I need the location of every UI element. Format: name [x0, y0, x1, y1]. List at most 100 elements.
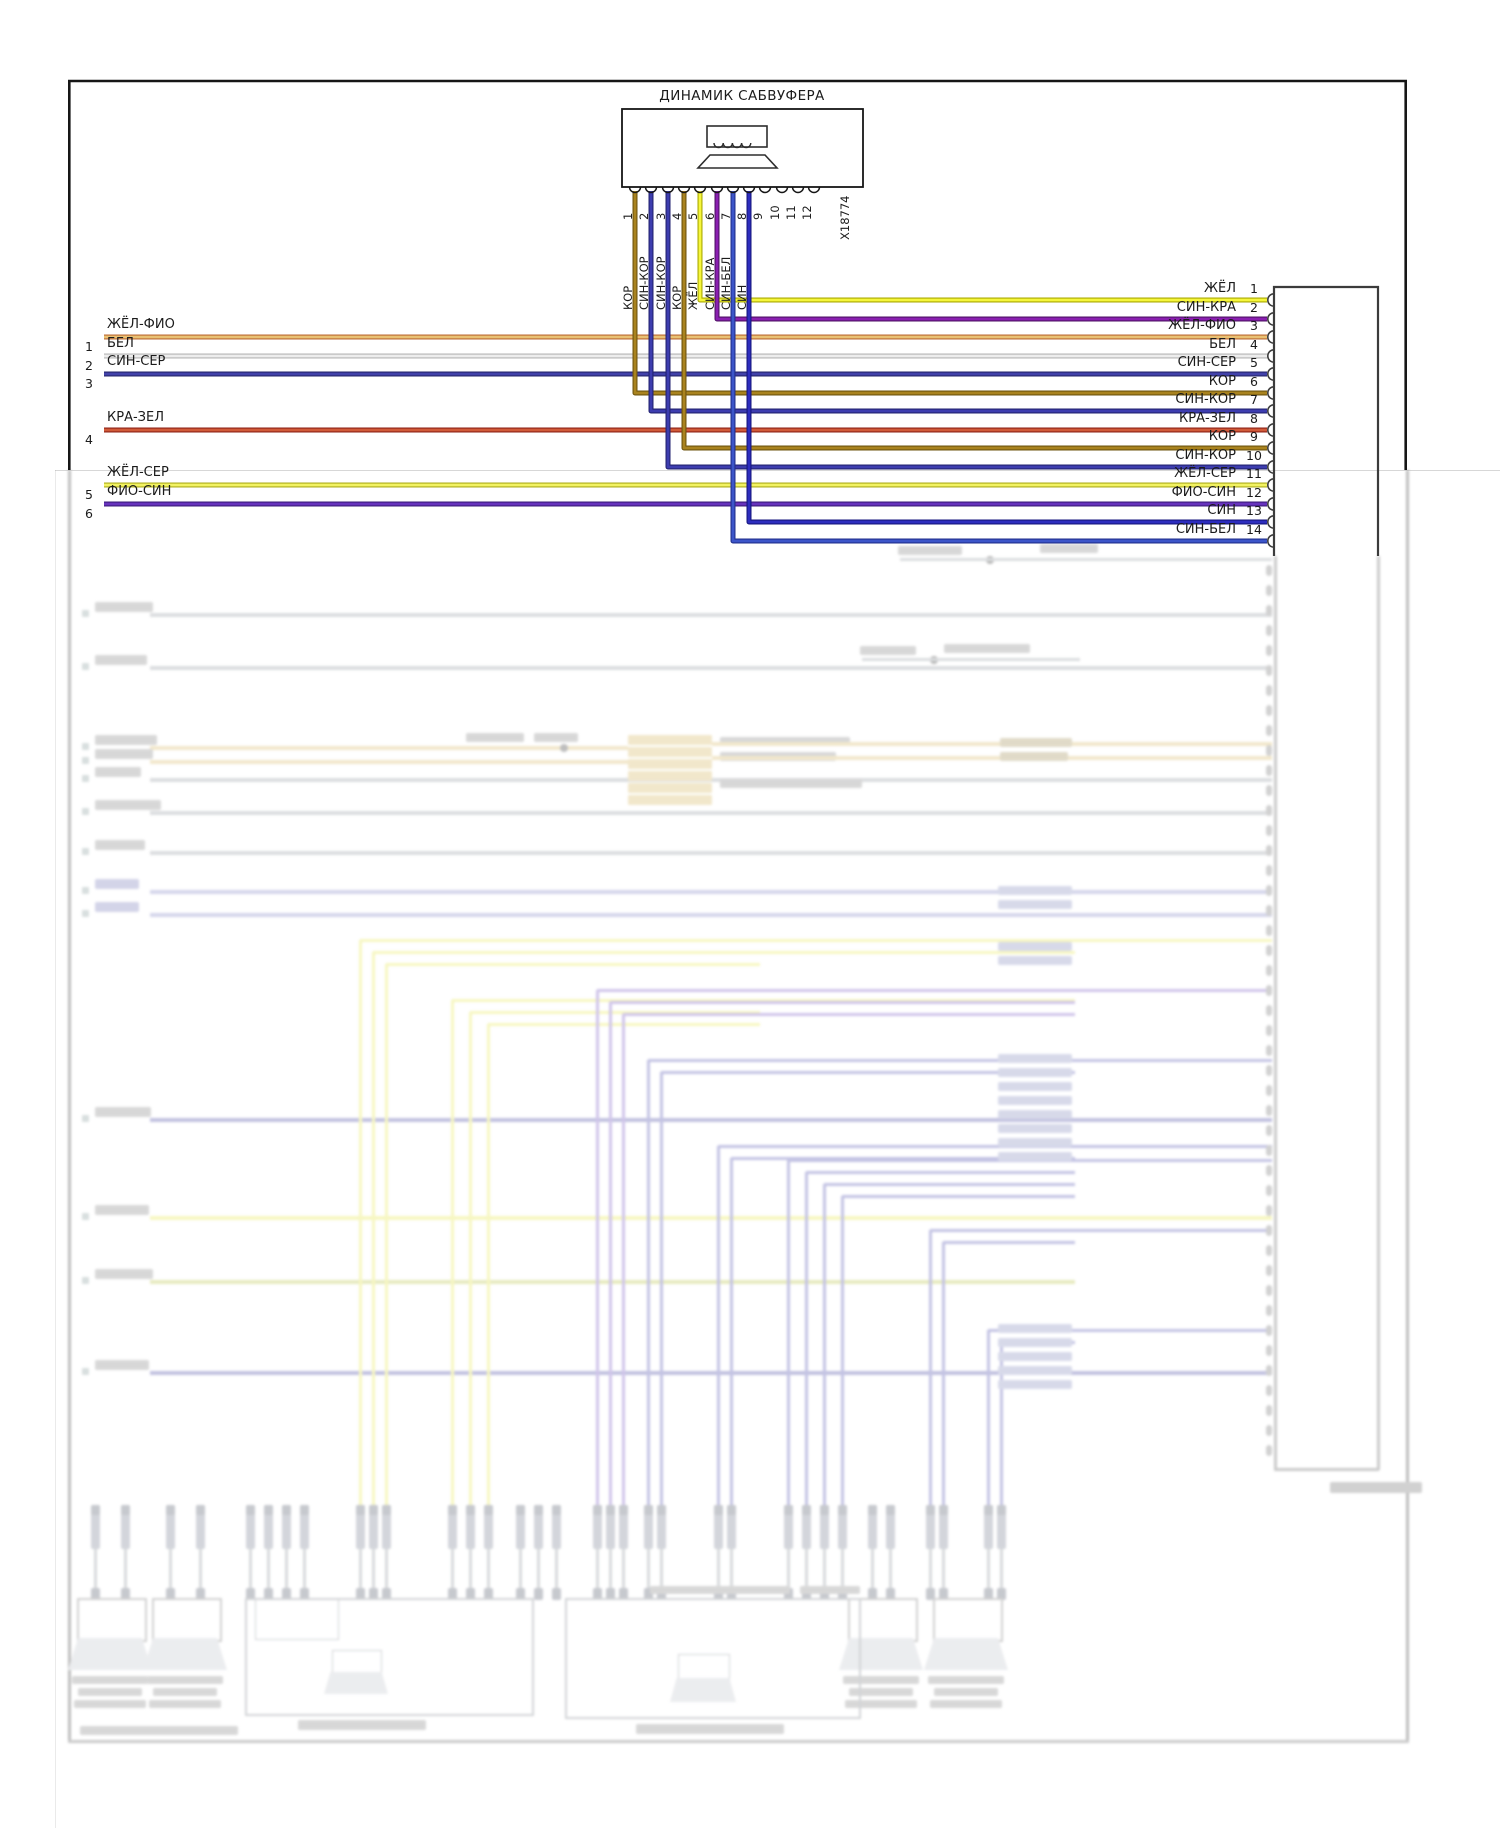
subwoofer-pin-number: 11 — [784, 205, 798, 220]
faded-device-icon-cone — [670, 1678, 736, 1702]
faded-label-blob — [1000, 752, 1068, 761]
faded-page-border-bottom — [68, 1740, 1409, 1743]
subwoofer-pin-number: 6 — [703, 213, 717, 220]
faded-wire-label-blob — [95, 1205, 149, 1215]
faded-connector-cap — [534, 1588, 543, 1600]
faded-pin-arc — [1266, 1445, 1272, 1456]
faded-wire-stub — [93, 1549, 97, 1591]
faded-wire — [150, 666, 1272, 670]
faded-label-blob — [849, 1688, 913, 1696]
faded-number-blob — [82, 775, 89, 782]
faded-connector-cap — [886, 1588, 895, 1600]
faded-label-blob — [650, 1586, 790, 1594]
faded-label-blob — [998, 1152, 1072, 1161]
faded-connector-cap — [300, 1588, 309, 1600]
faded-wire-vertical — [986, 1330, 990, 1505]
faded-wire — [900, 558, 1272, 561]
faded-label-blob — [153, 1688, 217, 1696]
faded-pin-arc — [1266, 1125, 1272, 1136]
faded-splice-bar — [714, 1505, 723, 1549]
faded-wire-label-blob — [95, 840, 145, 850]
subwoofer-wire-color-label: КОР — [621, 286, 635, 310]
faded-junction-dot — [986, 556, 994, 564]
faded-speaker-box — [152, 1598, 222, 1642]
faded-pin-arc — [1266, 1245, 1272, 1256]
faded-splice-cap — [886, 1505, 895, 1515]
faded-wire-vertical — [716, 1146, 720, 1505]
faded-splice-cap — [356, 1505, 365, 1515]
subwoofer-pin-arc — [628, 186, 642, 194]
faded-connector-cap — [820, 1588, 829, 1600]
faded-pin-arc — [1266, 1205, 1272, 1216]
faded-label-blob — [1040, 544, 1098, 553]
subwoofer-wire-color-label: СИН-КРА — [703, 257, 717, 310]
subwoofer-pin-number: 3 — [654, 213, 668, 220]
subwoofer-pin-arc — [742, 186, 756, 194]
faded-wire — [842, 1194, 1075, 1198]
faded-device-box — [245, 1598, 534, 1716]
faded-wire — [150, 1118, 1272, 1122]
faded-connector-cap — [593, 1588, 602, 1600]
connector-pin-arc — [1267, 330, 1275, 344]
subwoofer-pin-arc — [644, 186, 658, 194]
faded-splice-cap — [868, 1505, 877, 1515]
faded-pin-arc — [1266, 1405, 1272, 1416]
faded-label-blob — [998, 1054, 1072, 1063]
faded-wire-vertical — [450, 1000, 454, 1505]
faded-splice-cap — [264, 1505, 273, 1515]
faded-splice-cap — [246, 1505, 255, 1515]
faded-splice-bar — [784, 1505, 793, 1549]
faded-connector-bottom — [1274, 1468, 1379, 1471]
faded-pin-arc — [1266, 845, 1272, 856]
faded-connector-cap — [382, 1588, 391, 1600]
faded-pin-arc — [1266, 745, 1272, 756]
subwoofer-pin-arc — [726, 186, 740, 194]
faded-splice-bar — [619, 1505, 628, 1549]
subwoofer-pin-number: 9 — [751, 213, 765, 220]
faded-number-blob — [82, 1368, 89, 1375]
faded-label-blob — [147, 1676, 223, 1684]
faded-label-blob — [998, 1380, 1072, 1389]
faded-splice-cap — [196, 1505, 205, 1515]
faded-label-blob — [466, 733, 524, 742]
faded-connector-cap — [484, 1588, 493, 1600]
subwoofer-box — [621, 108, 864, 188]
faded-wire — [150, 746, 628, 750]
faded-splice-bar — [121, 1505, 130, 1549]
faded-wire — [150, 851, 1272, 855]
faded-wire — [150, 1280, 1075, 1284]
faded-label-blob — [998, 956, 1072, 965]
faded-wire-stub — [554, 1549, 558, 1591]
faded-wire — [488, 1022, 760, 1026]
subwoofer-wire-color-label: СИН-КОР — [654, 256, 668, 310]
speaker-icon-coil — [713, 142, 752, 149]
faded-wire — [988, 1328, 1272, 1332]
subwoofer-pin-arc — [693, 186, 707, 194]
faded-label-blob — [998, 1096, 1072, 1105]
faded-wire-stub — [888, 1549, 892, 1591]
faded-splice-bar — [534, 1505, 543, 1549]
faded-wire-vertical — [928, 1230, 932, 1505]
faded-connector-cap — [657, 1588, 666, 1600]
faded-pin-arc — [1266, 765, 1272, 776]
faded-splice-cap — [926, 1505, 935, 1515]
faded-pin-arc — [1266, 585, 1272, 596]
faded-pin-arc — [1266, 1085, 1272, 1096]
connector-pin-arc — [1267, 349, 1275, 363]
faded-speaker-box — [848, 1598, 918, 1642]
faded-connector-cap — [606, 1588, 615, 1600]
faded-splice-bar — [466, 1505, 475, 1549]
faded-wire — [824, 1182, 1075, 1186]
faded-wire-stub — [536, 1549, 540, 1591]
faded-number-blob — [82, 1213, 89, 1220]
faded-wire-stub — [928, 1549, 932, 1591]
faded-wire-stub — [371, 1549, 375, 1591]
faded-wire — [648, 1058, 1272, 1062]
faded-wire-stub — [266, 1549, 270, 1591]
faded-connector-name-blob — [1330, 1482, 1422, 1493]
faded-pin-arc — [1266, 1065, 1272, 1076]
connector-pin-arc — [1267, 497, 1275, 511]
subwoofer-wire — [698, 191, 1267, 302]
faded-pin-arc — [1266, 645, 1272, 656]
faded-speaker-box — [933, 1598, 1003, 1642]
